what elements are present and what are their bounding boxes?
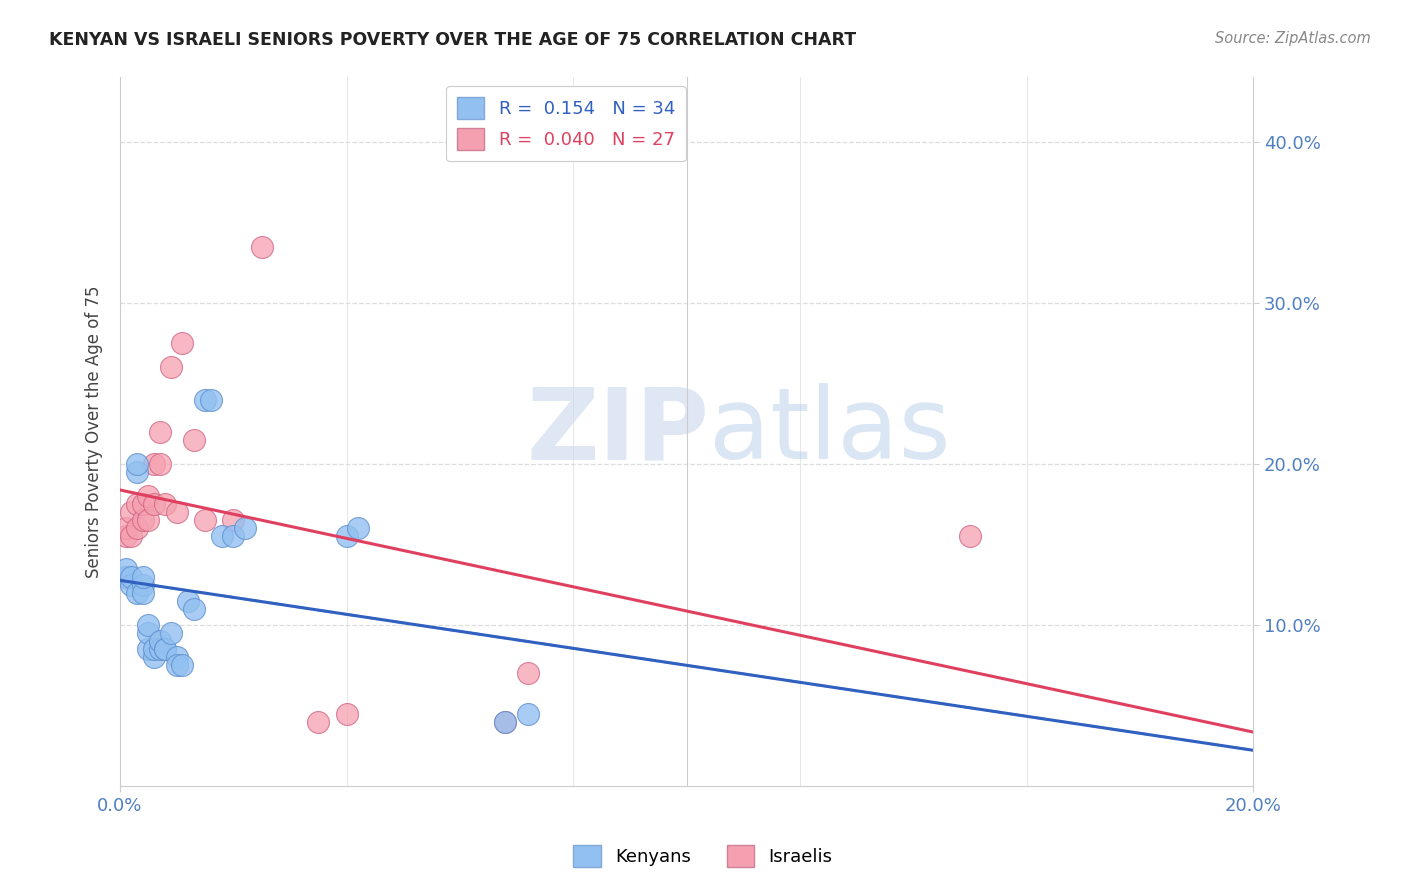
Point — [131, 513, 153, 527]
Point — [307, 714, 329, 729]
Point — [114, 570, 136, 584]
Text: atlas: atlas — [710, 384, 950, 480]
Point — [114, 562, 136, 576]
Point — [233, 521, 256, 535]
Point — [149, 457, 172, 471]
Point — [125, 465, 148, 479]
Point — [517, 706, 540, 721]
Point — [125, 521, 148, 535]
Point — [131, 586, 153, 600]
Point — [125, 586, 148, 600]
Point — [143, 497, 166, 511]
Point — [172, 336, 194, 351]
Point — [166, 650, 188, 665]
Point — [114, 529, 136, 543]
Text: KENYAN VS ISRAELI SENIORS POVERTY OVER THE AGE OF 75 CORRELATION CHART: KENYAN VS ISRAELI SENIORS POVERTY OVER T… — [49, 31, 856, 49]
Point — [250, 239, 273, 253]
Point — [125, 457, 148, 471]
Point — [131, 570, 153, 584]
Point — [155, 642, 177, 657]
Point — [517, 666, 540, 681]
Point — [494, 714, 516, 729]
Point — [200, 392, 222, 407]
Point — [120, 529, 142, 543]
Point — [131, 497, 153, 511]
Point — [222, 529, 245, 543]
Point — [155, 642, 177, 657]
Point — [155, 497, 177, 511]
Point — [959, 529, 981, 543]
Point — [136, 618, 159, 632]
Point — [166, 658, 188, 673]
Point — [347, 521, 370, 535]
Point — [160, 360, 183, 375]
Y-axis label: Seniors Poverty Over the Age of 75: Seniors Poverty Over the Age of 75 — [86, 285, 103, 578]
Legend: R =  0.154   N = 34, R =  0.040   N = 27: R = 0.154 N = 34, R = 0.040 N = 27 — [446, 87, 686, 161]
Point — [149, 642, 172, 657]
Point — [136, 642, 159, 657]
Point — [149, 425, 172, 439]
Point — [222, 513, 245, 527]
Legend: Kenyans, Israelis: Kenyans, Israelis — [567, 838, 839, 874]
Text: ZIP: ZIP — [526, 384, 710, 480]
Point — [136, 489, 159, 503]
Point — [114, 521, 136, 535]
Point — [136, 513, 159, 527]
Text: Source: ZipAtlas.com: Source: ZipAtlas.com — [1215, 31, 1371, 46]
Point — [160, 626, 183, 640]
Point — [125, 497, 148, 511]
Point — [172, 658, 194, 673]
Point — [166, 505, 188, 519]
Point — [149, 634, 172, 648]
Point — [177, 594, 200, 608]
Point — [120, 505, 142, 519]
Point — [120, 578, 142, 592]
Point — [494, 714, 516, 729]
Point — [183, 602, 205, 616]
Point — [136, 626, 159, 640]
Point — [143, 642, 166, 657]
Point — [131, 578, 153, 592]
Point — [183, 433, 205, 447]
Point — [194, 513, 217, 527]
Point — [336, 706, 359, 721]
Point — [120, 570, 142, 584]
Point — [143, 457, 166, 471]
Point — [211, 529, 233, 543]
Point — [143, 650, 166, 665]
Point — [336, 529, 359, 543]
Point — [194, 392, 217, 407]
